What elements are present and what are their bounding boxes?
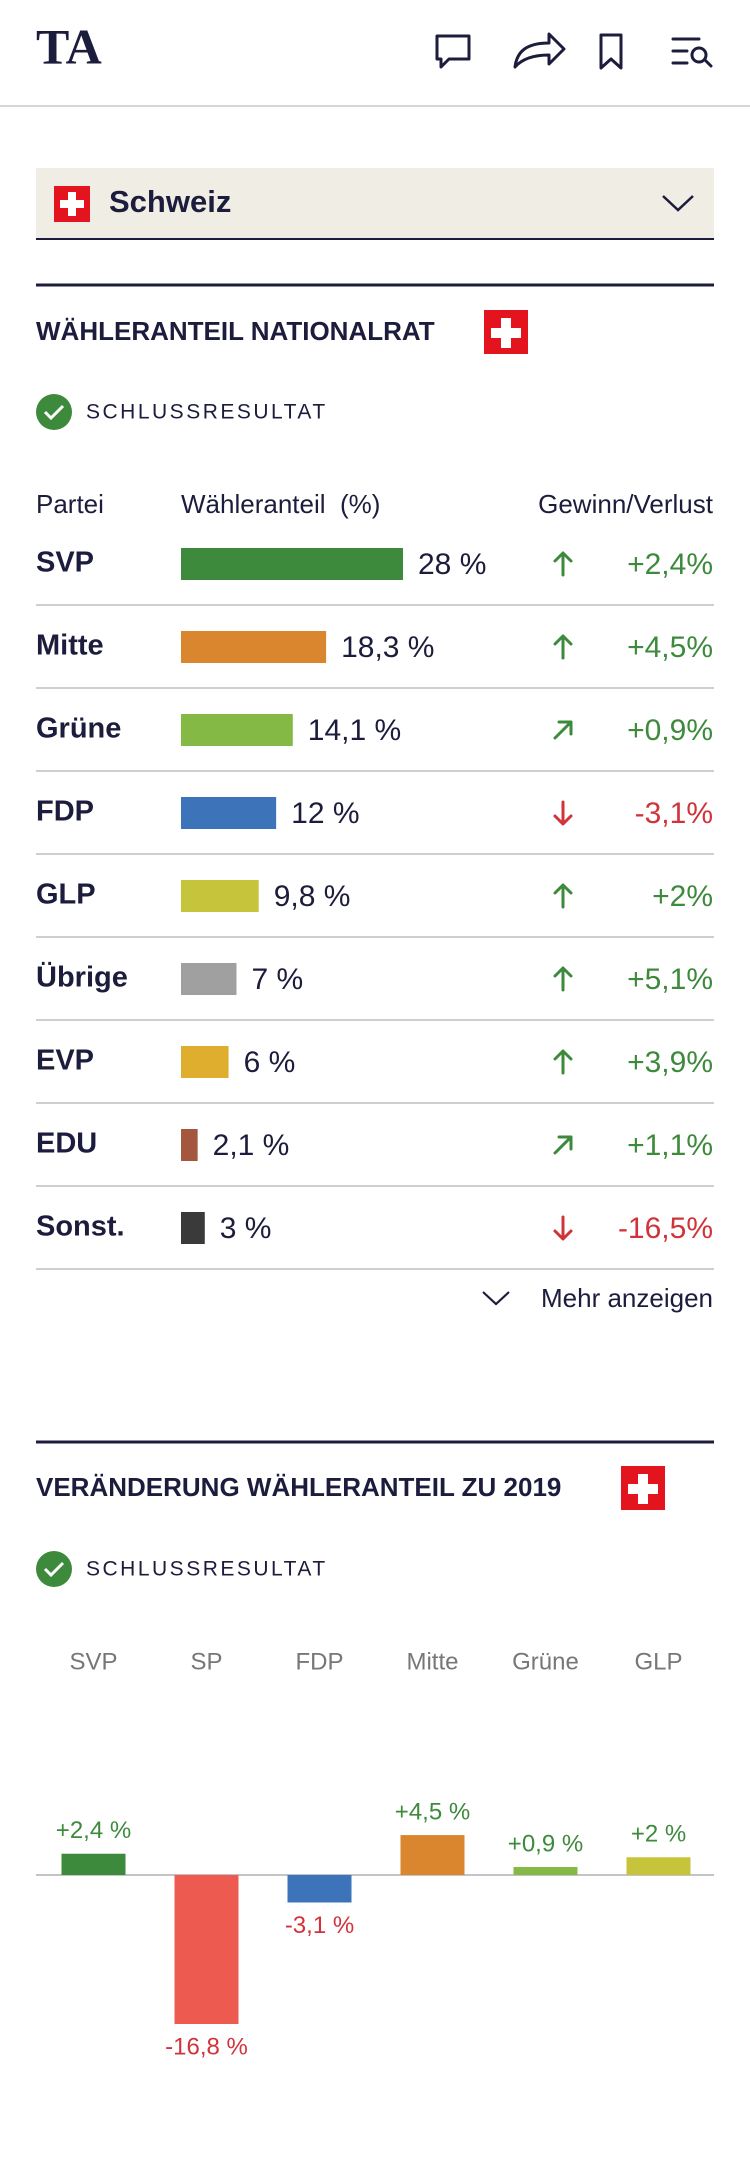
region-selector[interactable]: Schweiz [36,168,714,240]
party-name: SVP [36,547,94,579]
share-bar [181,1212,205,1244]
trend-arrow [553,1215,573,1241]
check-badge [36,1551,72,1587]
value-label: +4,5 % [395,1798,470,1825]
party-name: Sonst. [36,1211,125,1243]
share-bar [181,714,293,746]
category-label: SP [190,1648,222,1675]
check-mark [43,1561,65,1578]
share-label: 14,1 % [308,714,401,747]
trend-arrow [553,1049,573,1075]
trend-arrow [553,634,573,660]
bar [626,1857,691,1875]
selector-label[interactable]: Schweiz [109,184,231,219]
value-label: -16,8 % [165,2033,248,2060]
share-bar [181,631,327,663]
change-label: -16,5% [618,1212,713,1245]
chart-title: VERÄNDERUNG WÄHLERANTEIL ZU 2019 [36,1472,561,1502]
bar [400,1835,465,1875]
flag-cross [60,192,84,216]
change-label: +2,4% [627,548,713,581]
share-bar [181,797,277,829]
share-icon[interactable] [513,32,566,69]
bar [513,1867,578,1875]
comment-icon[interactable] [435,34,471,69]
trend-arrow [553,883,573,909]
trend-arrow [553,1135,573,1155]
table-rows: SVP 28 % +2,4% Mitte 18,3 % +4,5% Grüne 14,1 % +… [36,547,714,1270]
value-label: +2 % [631,1821,686,1848]
chevron[interactable] [662,195,694,212]
share-label: 28 % [418,548,486,581]
share-label: 9,8 % [274,880,351,913]
category-label: GLP [634,1648,682,1675]
section-title: WÄHLERANTEIL NATIONALRAT [36,316,435,346]
bar [61,1853,126,1875]
value-label: +2,4 % [56,1817,131,1844]
selector-bg[interactable] [36,168,714,239]
trend-arrow [553,551,573,577]
share-label: 2,1 % [213,1129,290,1162]
share-label: 6 % [244,1046,296,1079]
change-label: +3,9% [627,1046,713,1079]
share-bar [181,963,237,995]
value-label: -3,1 % [285,1912,354,1939]
value-label: +0,9 % [508,1830,583,1857]
category-label: SVP [69,1648,117,1675]
bar [174,1875,239,2024]
more-button[interactable]: Mehr anzeigen [541,1283,713,1313]
column-header: Partei [36,489,104,519]
party-name: Übrige [36,961,128,994]
more-chevron[interactable] [482,1291,510,1306]
check-badge [36,394,72,430]
share-label: 12 % [291,797,359,830]
category-label: FDP [296,1648,344,1675]
search-circle [690,46,708,64]
trend-arrow [553,720,573,740]
party-name: Mitte [36,630,104,662]
share-label: 18,3 % [341,631,434,664]
party-name: EDU [36,1128,97,1160]
status-label: SCHLUSSRESULTAT [86,401,328,424]
bookmark-icon[interactable] [599,33,623,70]
share-bar [181,1129,198,1161]
column-header: Gewinn/Verlust [538,489,714,519]
trend-arrow [553,966,573,992]
column-header: Wähleranteil (%) [181,489,380,519]
logo[interactable]: TA [36,18,102,74]
party-name: FDP [36,796,94,828]
change-chart: SVP +2,4 % SP -16,8 % FDP -3,1 % Mitte +4,5 % Gr… [36,1648,714,2060]
share-bar [181,548,403,580]
category-label: Grüne [512,1648,579,1675]
bar [287,1875,352,1903]
category-label: Mitte [406,1648,458,1675]
party-name: EVP [36,1045,94,1077]
menu-search-icon[interactable] [671,37,713,68]
trend-arrow [553,800,573,826]
party-name: Grüne [36,713,121,745]
change-label: +2% [652,880,713,913]
change-label: +1,1% [627,1129,713,1162]
change-label: +4,5% [627,631,713,664]
share-label: 7 % [252,963,304,996]
chart-subtitle: SCHLUSSRESULTAT [86,1558,328,1581]
party-name: GLP [36,879,96,911]
share-bar [181,880,259,912]
change-label: +0,9% [627,714,713,747]
change-label: -3,1% [635,797,713,830]
check-mark [43,404,65,421]
flag-cross [628,1474,658,1504]
share-bar [181,1046,229,1078]
change-label: +5,1% [627,963,713,996]
flag-cross [491,318,521,348]
share-label: 3 % [220,1212,272,1245]
